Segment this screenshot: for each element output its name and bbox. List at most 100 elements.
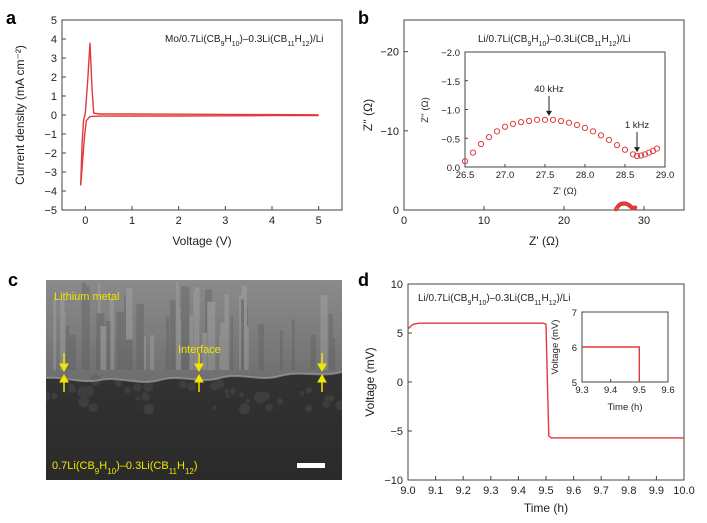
- inset-nyquist-point: [573, 121, 581, 129]
- micrograph-grain: [143, 382, 154, 392]
- inset-nyquist-point: [549, 116, 557, 123]
- xtick-label: 3: [222, 215, 228, 227]
- panel-letter-c: c: [8, 270, 18, 290]
- ytick-label: −10: [384, 475, 403, 487]
- micrograph-streak: [241, 326, 249, 370]
- micrograph-streak: [170, 299, 176, 370]
- xtick-label: 9.4: [604, 385, 617, 396]
- inset-voltage-line: [582, 346, 640, 382]
- ytick-label: −1: [44, 129, 57, 141]
- micrograph-streak: [83, 286, 90, 370]
- ytick-label: 0: [397, 377, 403, 389]
- micrograph-grain: [68, 383, 75, 389]
- inset-nyquist-point: [461, 158, 469, 165]
- panel-d-inset-ylabel: Voltage (mV): [550, 320, 561, 375]
- xtick-label: 9.0: [400, 485, 415, 497]
- micrograph-grain: [276, 398, 283, 405]
- micrograph-streak: [328, 313, 333, 370]
- micrograph-streak: [86, 312, 90, 370]
- xtick-label: 0: [401, 215, 407, 227]
- xtick-label: 0: [82, 215, 88, 227]
- micrograph-grain: [124, 387, 132, 394]
- inset-nyquist-point: [477, 140, 485, 148]
- micrograph-streak: [60, 299, 65, 370]
- micrograph-streak: [207, 301, 216, 370]
- micrograph-grain: [187, 382, 197, 392]
- xtick-label: 10.0: [673, 485, 694, 497]
- ytick-label: −5: [44, 205, 57, 217]
- xtick-label: 9.2: [456, 485, 471, 497]
- inset-nyquist-point: [637, 152, 645, 159]
- micrograph-streak: [330, 337, 336, 370]
- xtick-label: 10: [478, 215, 490, 227]
- panel-d-xlabel: Time (h): [524, 501, 568, 515]
- xtick-label: 28.5: [616, 170, 635, 181]
- micrograph-grain: [179, 380, 187, 389]
- micrograph-grain: [68, 385, 76, 393]
- ytick-label: −1.5: [441, 77, 460, 88]
- micrograph-grain: [214, 379, 225, 389]
- ytick-label: −2: [44, 148, 57, 160]
- micrograph-streak: [291, 319, 295, 370]
- panel-c-micrograph: Lithium metal Interface 0.7Li(CB9H10)–0.…: [46, 280, 342, 480]
- micrograph-streak: [150, 335, 155, 370]
- micrograph-streak: [241, 285, 247, 370]
- ytick-label: 0: [51, 110, 57, 122]
- micrograph-streak: [310, 334, 317, 370]
- micrograph-streak: [116, 311, 124, 370]
- xtick-label: 27.0: [496, 170, 515, 181]
- micrograph-streak: [124, 339, 133, 370]
- micrograph-streak: [143, 336, 147, 370]
- micrograph-streak: [219, 334, 225, 370]
- ytick-label: 4: [51, 34, 57, 46]
- scale-bar: [297, 463, 325, 468]
- micrograph-grain: [143, 404, 154, 415]
- inset-nyquist-point: [581, 124, 589, 132]
- inset-nyquist-point: [633, 152, 641, 160]
- micrograph-streak: [105, 321, 111, 370]
- inset-nyquist-point: [485, 134, 493, 141]
- panel-b-inset-xlabel: Z' (Ω): [553, 186, 577, 197]
- micrograph-grain: [82, 385, 94, 398]
- xtick-label: 1: [129, 215, 135, 227]
- label-interface: Interface: [178, 344, 221, 356]
- inset-frequency-label: 40 kHz: [534, 84, 564, 95]
- micrograph-streak: [220, 322, 225, 370]
- micrograph-streak: [239, 294, 244, 370]
- xtick-label: 27.5: [536, 170, 555, 181]
- xtick-label: 9.5: [633, 385, 646, 396]
- ytick-label: −3: [44, 167, 57, 179]
- ytick-label: 10: [391, 279, 403, 291]
- micrograph-streak: [192, 323, 195, 370]
- xtick-label: 20: [558, 215, 570, 227]
- micrograph-streak: [181, 304, 189, 370]
- xtick-label: 9.6: [566, 485, 581, 497]
- inset-nyquist-point: [589, 128, 597, 135]
- micrograph-grain: [115, 380, 122, 387]
- interface-arrow-head: [194, 373, 204, 383]
- panel-letter-b: b: [358, 8, 369, 28]
- panel-d-formula: Li/0.7Li(CB9H10)–0.3Li(CB11H12)/Li: [418, 293, 570, 307]
- panel-a-ylabel: Current density (mA cm⁻²): [13, 45, 27, 185]
- micrograph-grain: [239, 392, 245, 398]
- micrograph-grain: [304, 404, 313, 412]
- micrograph-grain: [141, 392, 150, 401]
- voltage-series-line: [407, 322, 684, 439]
- ytick-label: 7: [572, 308, 577, 319]
- panel-b-inset-frame: [464, 51, 666, 168]
- micrograph-grain: [225, 394, 231, 399]
- xtick-label: 28.0: [576, 170, 595, 181]
- inset-nyquist-point: [613, 142, 621, 149]
- xtick-label: 26.5: [456, 170, 475, 181]
- cv-series-line: [80, 114, 319, 186]
- inset-nyquist-point: [557, 117, 565, 125]
- micrograph-streak: [320, 295, 328, 370]
- xtick-label: 4: [269, 215, 275, 227]
- xtick-label: 5: [316, 215, 322, 227]
- panel-d-ylabel: Voltage (mV): [363, 347, 377, 416]
- inset-nyquist-point: [525, 117, 533, 125]
- micrograph-grain: [88, 403, 98, 413]
- micrograph-grain: [322, 400, 330, 408]
- inset-nyquist-point: [565, 119, 573, 126]
- micrograph-streak: [191, 333, 197, 370]
